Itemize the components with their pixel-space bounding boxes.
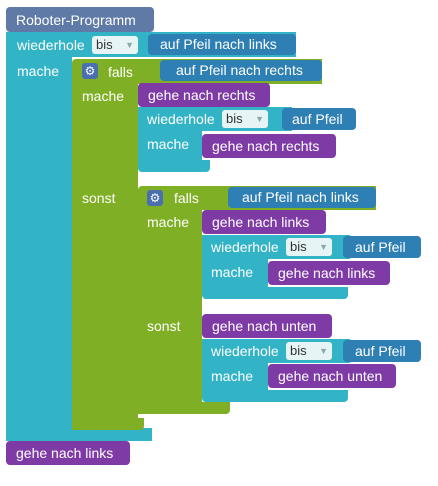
chevron-down-icon: ▼ [319,346,328,356]
action-label: gehe nach links [16,445,114,461]
action-go-left-inner[interactable]: gehe nach links [268,261,390,285]
if-keyword: falls [108,64,133,80]
repeat-mode-dropdown[interactable]: bis ▼ [286,238,332,256]
repeat-keyword: wiederhole [17,37,85,53]
sensor-condition: auf Pfeil [355,343,406,359]
action-go-left-final[interactable]: gehe nach links [6,441,130,465]
action-label: gehe nach rechts [212,138,320,154]
repeat-block-then[interactable]: wiederhole bis ▼ [138,107,292,131]
repeat-do-label: mache [17,63,60,79]
if-else-label: sonst [147,318,181,334]
if-condition: auf Pfeil nach links [242,189,359,205]
action-label: gehe nach unten [212,318,317,334]
repeat-do-label: mache [211,368,254,384]
repeat-inner-else-spine: mache [202,363,268,393]
repeat-block-inner-else[interactable]: wiederhole bis ▼ [202,339,350,363]
sensor-block-if-outer[interactable]: auf Pfeil nach rechts [160,60,322,81]
sensor-block-outer[interactable]: auf Pfeil nach links [148,34,296,55]
program-title: Roboter-Programm [16,12,136,28]
action-label: gehe nach links [212,214,310,230]
repeat-outer-footer [6,428,152,441]
repeat-keyword: wiederhole [211,343,279,359]
sensor-block-then[interactable]: auf Pfeil [282,108,356,130]
chevron-down-icon: ▼ [125,40,134,50]
repeat-keyword: wiederhole [211,239,279,255]
action-label: gehe nach rechts [148,87,256,103]
action-label: gehe nach links [278,265,376,281]
sensor-condition: auf Pfeil nach links [160,36,277,52]
sensor-condition: auf Pfeil [355,239,406,255]
if-inner-footer [138,402,230,414]
repeat-mode-dropdown[interactable]: bis ▼ [286,342,332,360]
gear-icon[interactable]: ⚙ [82,63,98,79]
if-else-label: sonst [82,190,116,206]
repeat-inner-then-spine: mache [202,259,268,289]
sensor-block-if-inner[interactable]: auf Pfeil nach links [228,187,376,208]
if-condition: auf Pfeil nach rechts [176,62,303,78]
gear-icon[interactable]: ⚙ [147,190,163,206]
repeat-inner-else-footer [202,390,348,402]
sensor-condition: auf Pfeil [292,111,343,127]
if-outer-spine: mache sonst [72,84,138,430]
repeat-keyword: wiederhole [147,111,215,127]
repeat-block-inner-then[interactable]: wiederhole bis ▼ [202,235,350,259]
action-go-right-inner[interactable]: gehe nach rechts [202,134,336,158]
action-label: gehe nach unten [278,368,383,384]
sensor-block-inner-else[interactable]: auf Pfeil [343,340,421,362]
if-keyword: falls [174,190,199,206]
if-inner-spine: mache sonst [138,210,202,414]
action-go-right[interactable]: gehe nach rechts [138,83,270,107]
action-go-down[interactable]: gehe nach unten [202,314,332,338]
repeat-do-label: mache [147,136,190,152]
repeat-mode-dropdown[interactable]: bis ▼ [222,110,268,128]
program-hat-block[interactable]: Roboter-Programm [6,7,154,32]
if-outer-footer [72,418,144,430]
chevron-down-icon: ▼ [319,242,328,252]
repeat-then-spine: mache [138,131,202,165]
if-do-label: mache [82,88,125,104]
chevron-down-icon: ▼ [255,114,264,124]
repeat-do-label: mache [211,264,254,280]
repeat-outer-spine: mache [6,57,72,441]
repeat-inner-then-footer [202,287,348,299]
sensor-block-inner-then[interactable]: auf Pfeil [343,236,421,258]
action-go-down-inner[interactable]: gehe nach unten [268,364,396,388]
action-go-left[interactable]: gehe nach links [202,210,326,234]
if-do-label: mache [147,214,190,230]
repeat-then-footer [138,160,210,172]
repeat-mode-dropdown[interactable]: bis ▼ [92,36,138,54]
